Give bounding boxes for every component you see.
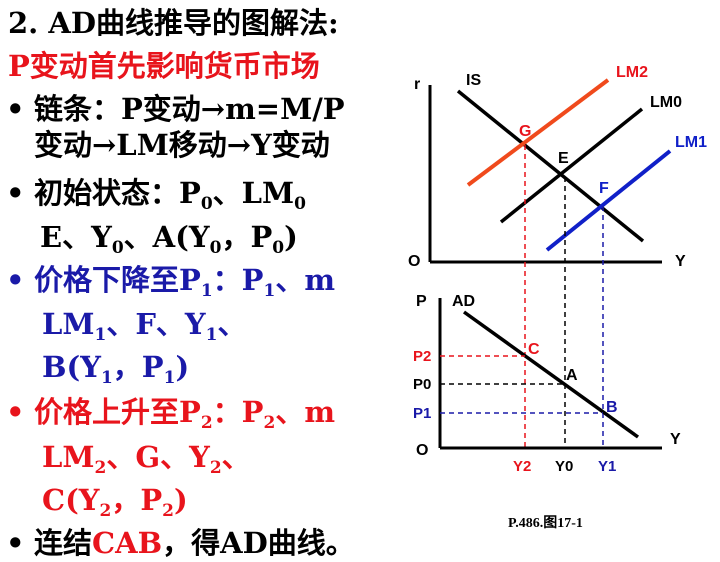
top-y-axis-label: r: [414, 76, 420, 93]
bullet-price-fall-line2: LM1、F、Y1、: [42, 307, 247, 345]
point-a-label: A: [566, 367, 578, 384]
is-curve: [456, 89, 645, 243]
lm1-curve: [545, 149, 672, 252]
point-f-label: F: [599, 180, 609, 197]
slide-subtitle: P变动首先影响货币市场: [8, 49, 320, 83]
bottom-x-axis-label: Y: [670, 431, 681, 448]
y2-tick-label: Y2: [513, 458, 531, 475]
bullet-price-rise-line2: LM2、G、Y2、: [42, 440, 251, 478]
point-e-label: E: [558, 150, 569, 167]
bullet-price-fall-line3: B(Y1，P1): [42, 350, 190, 388]
lm0-curve-label: LM0: [650, 94, 682, 111]
y1-tick-label: Y1: [598, 458, 616, 475]
bullet-connect: • 连结CAB，得AD曲线。: [6, 526, 355, 560]
bullet-dot: •: [6, 263, 25, 297]
p2-tick-label: P2: [413, 348, 431, 365]
is-lm-ad-diagram: r Y O IS LM2 LM0 LM1 G E F P Y O AD: [408, 64, 707, 475]
slide-title: 2. AD曲线推导的图解法:: [8, 6, 339, 40]
point-g-label: G: [519, 123, 531, 140]
top-x-axis-label: Y: [675, 253, 686, 270]
y0-tick-label: Y0: [555, 458, 573, 475]
bullet-initial-line2: E、Y0、A(Y0，P0): [40, 220, 298, 258]
bullet-dot: •: [6, 526, 25, 560]
is-curve-label: IS: [466, 72, 481, 89]
bullet-dot: •: [6, 395, 25, 429]
lm2-curve-label: LM2: [616, 64, 648, 81]
bullet-dot: •: [6, 92, 25, 126]
bullet-dot: •: [6, 176, 25, 210]
bottom-y-axis-label: P: [416, 293, 427, 310]
bullet-price-rise-line1: • 价格上升至P2：P2、m: [6, 395, 335, 433]
top-origin-label: O: [408, 253, 420, 270]
figure-caption: P.486.图17-1: [508, 516, 583, 531]
ad-curve: [462, 310, 640, 439]
point-c-label: C: [528, 341, 540, 358]
bullet-chain-line2: 变动→LM移动→Y变动: [34, 128, 330, 162]
p0-tick-label: P0: [413, 376, 431, 393]
bullet-initial-line1: • 初始状态：P0、LM0: [6, 176, 306, 214]
lm2-curve: [466, 78, 610, 187]
bullet-chain-line1: • 链条：P变动→m=M/P: [6, 92, 345, 126]
bullet-price-fall-line1: • 价格下降至P1：P1、m: [6, 263, 335, 301]
bottom-origin-label: O: [416, 442, 428, 459]
ad-curve-label: AD: [452, 293, 475, 310]
bullet-price-rise-line3: C(Y2，P2): [42, 483, 188, 521]
point-b-label: B: [606, 399, 618, 416]
p1-tick-label: P1: [413, 405, 431, 422]
lm1-curve-label: LM1: [675, 134, 707, 151]
